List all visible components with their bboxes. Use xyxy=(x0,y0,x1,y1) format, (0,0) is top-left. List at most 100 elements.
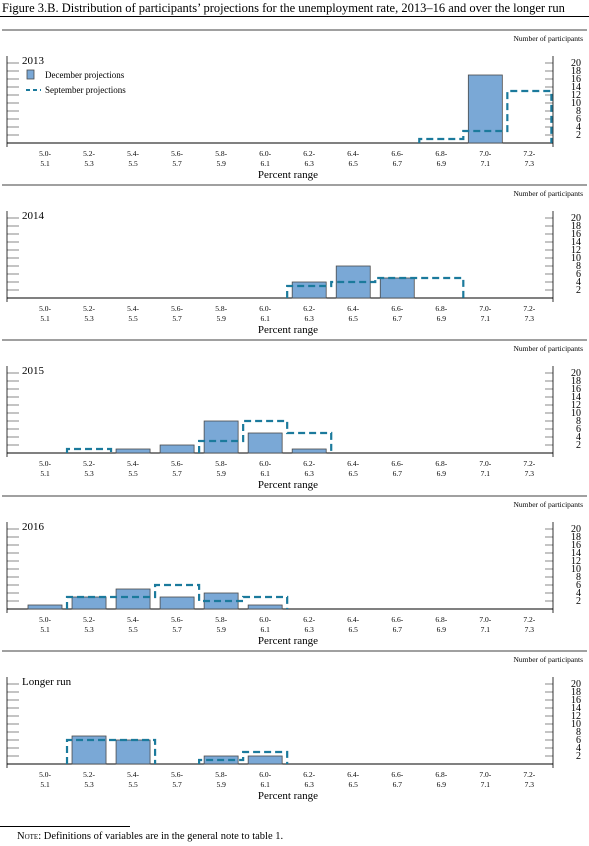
y-tick-label: 20 xyxy=(571,58,581,69)
december-bar xyxy=(379,277,415,299)
x-tick-label: 7.0-7.1 xyxy=(479,459,491,478)
y-tick-label: 20 xyxy=(571,679,581,690)
x-tick-label: 5.0-5.1 xyxy=(39,770,51,789)
y-tick-label: 12 xyxy=(571,245,581,256)
y-tick-label: 12 xyxy=(571,711,581,722)
y-tick-label: 20 xyxy=(571,213,581,224)
x-tick-label: 6.8-6.9 xyxy=(435,770,447,789)
x-tick-label: 5.0-5.1 xyxy=(39,615,51,634)
x-tick-label: 6.8-6.9 xyxy=(435,615,447,634)
y-axis-label: Number of participants xyxy=(513,344,583,353)
x-tick-label: 5.4-5.5 xyxy=(127,615,139,634)
y-tick-label: 10 xyxy=(571,564,581,575)
x-tick-label: 6.4-6.5 xyxy=(347,149,359,168)
x-tick-label: 6.4-6.5 xyxy=(347,459,359,478)
y-tick-label: 20 xyxy=(571,368,581,379)
y-tick-label: 16 xyxy=(571,540,581,551)
december-bar xyxy=(115,739,151,765)
x-tick-label: 6.0-6.1 xyxy=(259,459,271,478)
y-tick-label: 6 xyxy=(576,580,581,591)
y-tick-label: 18 xyxy=(571,532,581,543)
x-tick-label: 5.2-5.3 xyxy=(83,770,95,789)
y-tick-label: 8 xyxy=(576,261,581,272)
september-outline xyxy=(418,89,553,143)
december-bar xyxy=(247,755,283,765)
x-tick-label: 5.4-5.5 xyxy=(127,149,139,168)
chart-panel: Number of participants Longer run 24681012… xyxy=(2,650,587,802)
y-tick-label: 20 xyxy=(571,524,581,535)
september-outline xyxy=(286,276,465,298)
y-tick-label: 8 xyxy=(576,416,581,427)
title-rule xyxy=(0,16,589,17)
y-tick-label: 16 xyxy=(571,74,581,85)
x-tick-label: 6.2-6.3 xyxy=(303,149,315,168)
y-tick-label: 18 xyxy=(571,221,581,232)
x-tick-label: 6.6-6.7 xyxy=(391,149,403,168)
x-tick-label: 5.6-5.7 xyxy=(171,459,183,478)
y-tick-label: 4 xyxy=(576,277,581,288)
y-tick-label: 12 xyxy=(571,400,581,411)
y-tick-label: 14 xyxy=(571,392,581,403)
y-tick-label: 14 xyxy=(571,548,581,559)
y-tick-label: 10 xyxy=(571,408,581,419)
x-tick-label: 5.8-5.9 xyxy=(215,149,227,168)
chart-panel: Number of participants 2015 24681012141618… xyxy=(2,339,587,491)
panel-title: 2016 xyxy=(22,521,45,533)
december-bar xyxy=(291,448,327,454)
x-tick-label: 7.0-7.1 xyxy=(479,615,491,634)
y-tick-label: 14 xyxy=(571,703,581,714)
december-bar xyxy=(115,448,151,454)
x-tick-label: 7.2-7.3 xyxy=(523,770,535,789)
x-tick-label: 6.6-6.7 xyxy=(391,304,403,323)
x-tick-label: 6.0-6.1 xyxy=(259,770,271,789)
footnote: Note: Definitions of variables are in th… xyxy=(17,831,283,842)
december-bar xyxy=(291,281,327,299)
y-axis-label: Number of participants xyxy=(513,500,583,509)
x-tick-label: 7.2-7.3 xyxy=(523,304,535,323)
x-tick-label: 6.6-6.7 xyxy=(391,459,403,478)
x-tick-label: 6.0-6.1 xyxy=(259,615,271,634)
x-tick-label: 5.4-5.5 xyxy=(127,304,139,323)
y-tick-label: 16 xyxy=(571,384,581,395)
panel-title: 2014 xyxy=(22,210,45,222)
y-tick-label: 6 xyxy=(576,114,581,125)
figure-title: Figure 3.B. Distribution of participants… xyxy=(2,1,565,15)
x-tick-label: 5.4-5.5 xyxy=(127,459,139,478)
y-tick-label: 8 xyxy=(576,727,581,738)
december-bar xyxy=(247,432,283,454)
december-bar xyxy=(467,74,503,144)
panel-title: Longer run xyxy=(22,676,72,688)
y-tick-label: 2 xyxy=(576,130,581,141)
y-tick-label: 4 xyxy=(576,588,581,599)
y-tick-label: 6 xyxy=(576,735,581,746)
footnote-label: Note: xyxy=(17,831,42,842)
x-tick-label: 6.6-6.7 xyxy=(391,615,403,634)
x-tick-label: 5.2-5.3 xyxy=(83,304,95,323)
december-bar xyxy=(115,588,151,610)
y-tick-label: 14 xyxy=(571,82,581,93)
x-tick-label: 5.2-5.3 xyxy=(83,459,95,478)
september-outline xyxy=(65,738,289,764)
x-axis-label: Percent range xyxy=(258,635,318,647)
x-tick-label: 6.4-6.5 xyxy=(347,770,359,789)
x-tick-label: 5.8-5.9 xyxy=(215,459,227,478)
x-tick-label: 7.0-7.1 xyxy=(479,149,491,168)
y-tick-label: 8 xyxy=(576,572,581,583)
x-tick-label: 6.8-6.9 xyxy=(435,459,447,478)
x-tick-label: 6.2-6.3 xyxy=(303,615,315,634)
x-tick-label: 6.0-6.1 xyxy=(259,304,271,323)
y-tick-label: 14 xyxy=(571,237,581,248)
y-tick-label: 4 xyxy=(576,432,581,443)
chart-panel: Number of participants 2016 24681012141618… xyxy=(2,495,587,647)
y-axis-label: Number of participants xyxy=(513,34,583,43)
x-tick-label: 6.8-6.9 xyxy=(435,304,447,323)
y-tick-label: 10 xyxy=(571,719,581,730)
legend-december-label: December projections xyxy=(45,70,125,80)
x-tick-label: 7.2-7.3 xyxy=(523,459,535,478)
september-outline xyxy=(65,583,289,609)
y-tick-label: 18 xyxy=(571,687,581,698)
x-tick-label: 6.4-6.5 xyxy=(347,615,359,634)
december-bar xyxy=(159,444,195,454)
x-tick-label: 5.6-5.7 xyxy=(171,304,183,323)
